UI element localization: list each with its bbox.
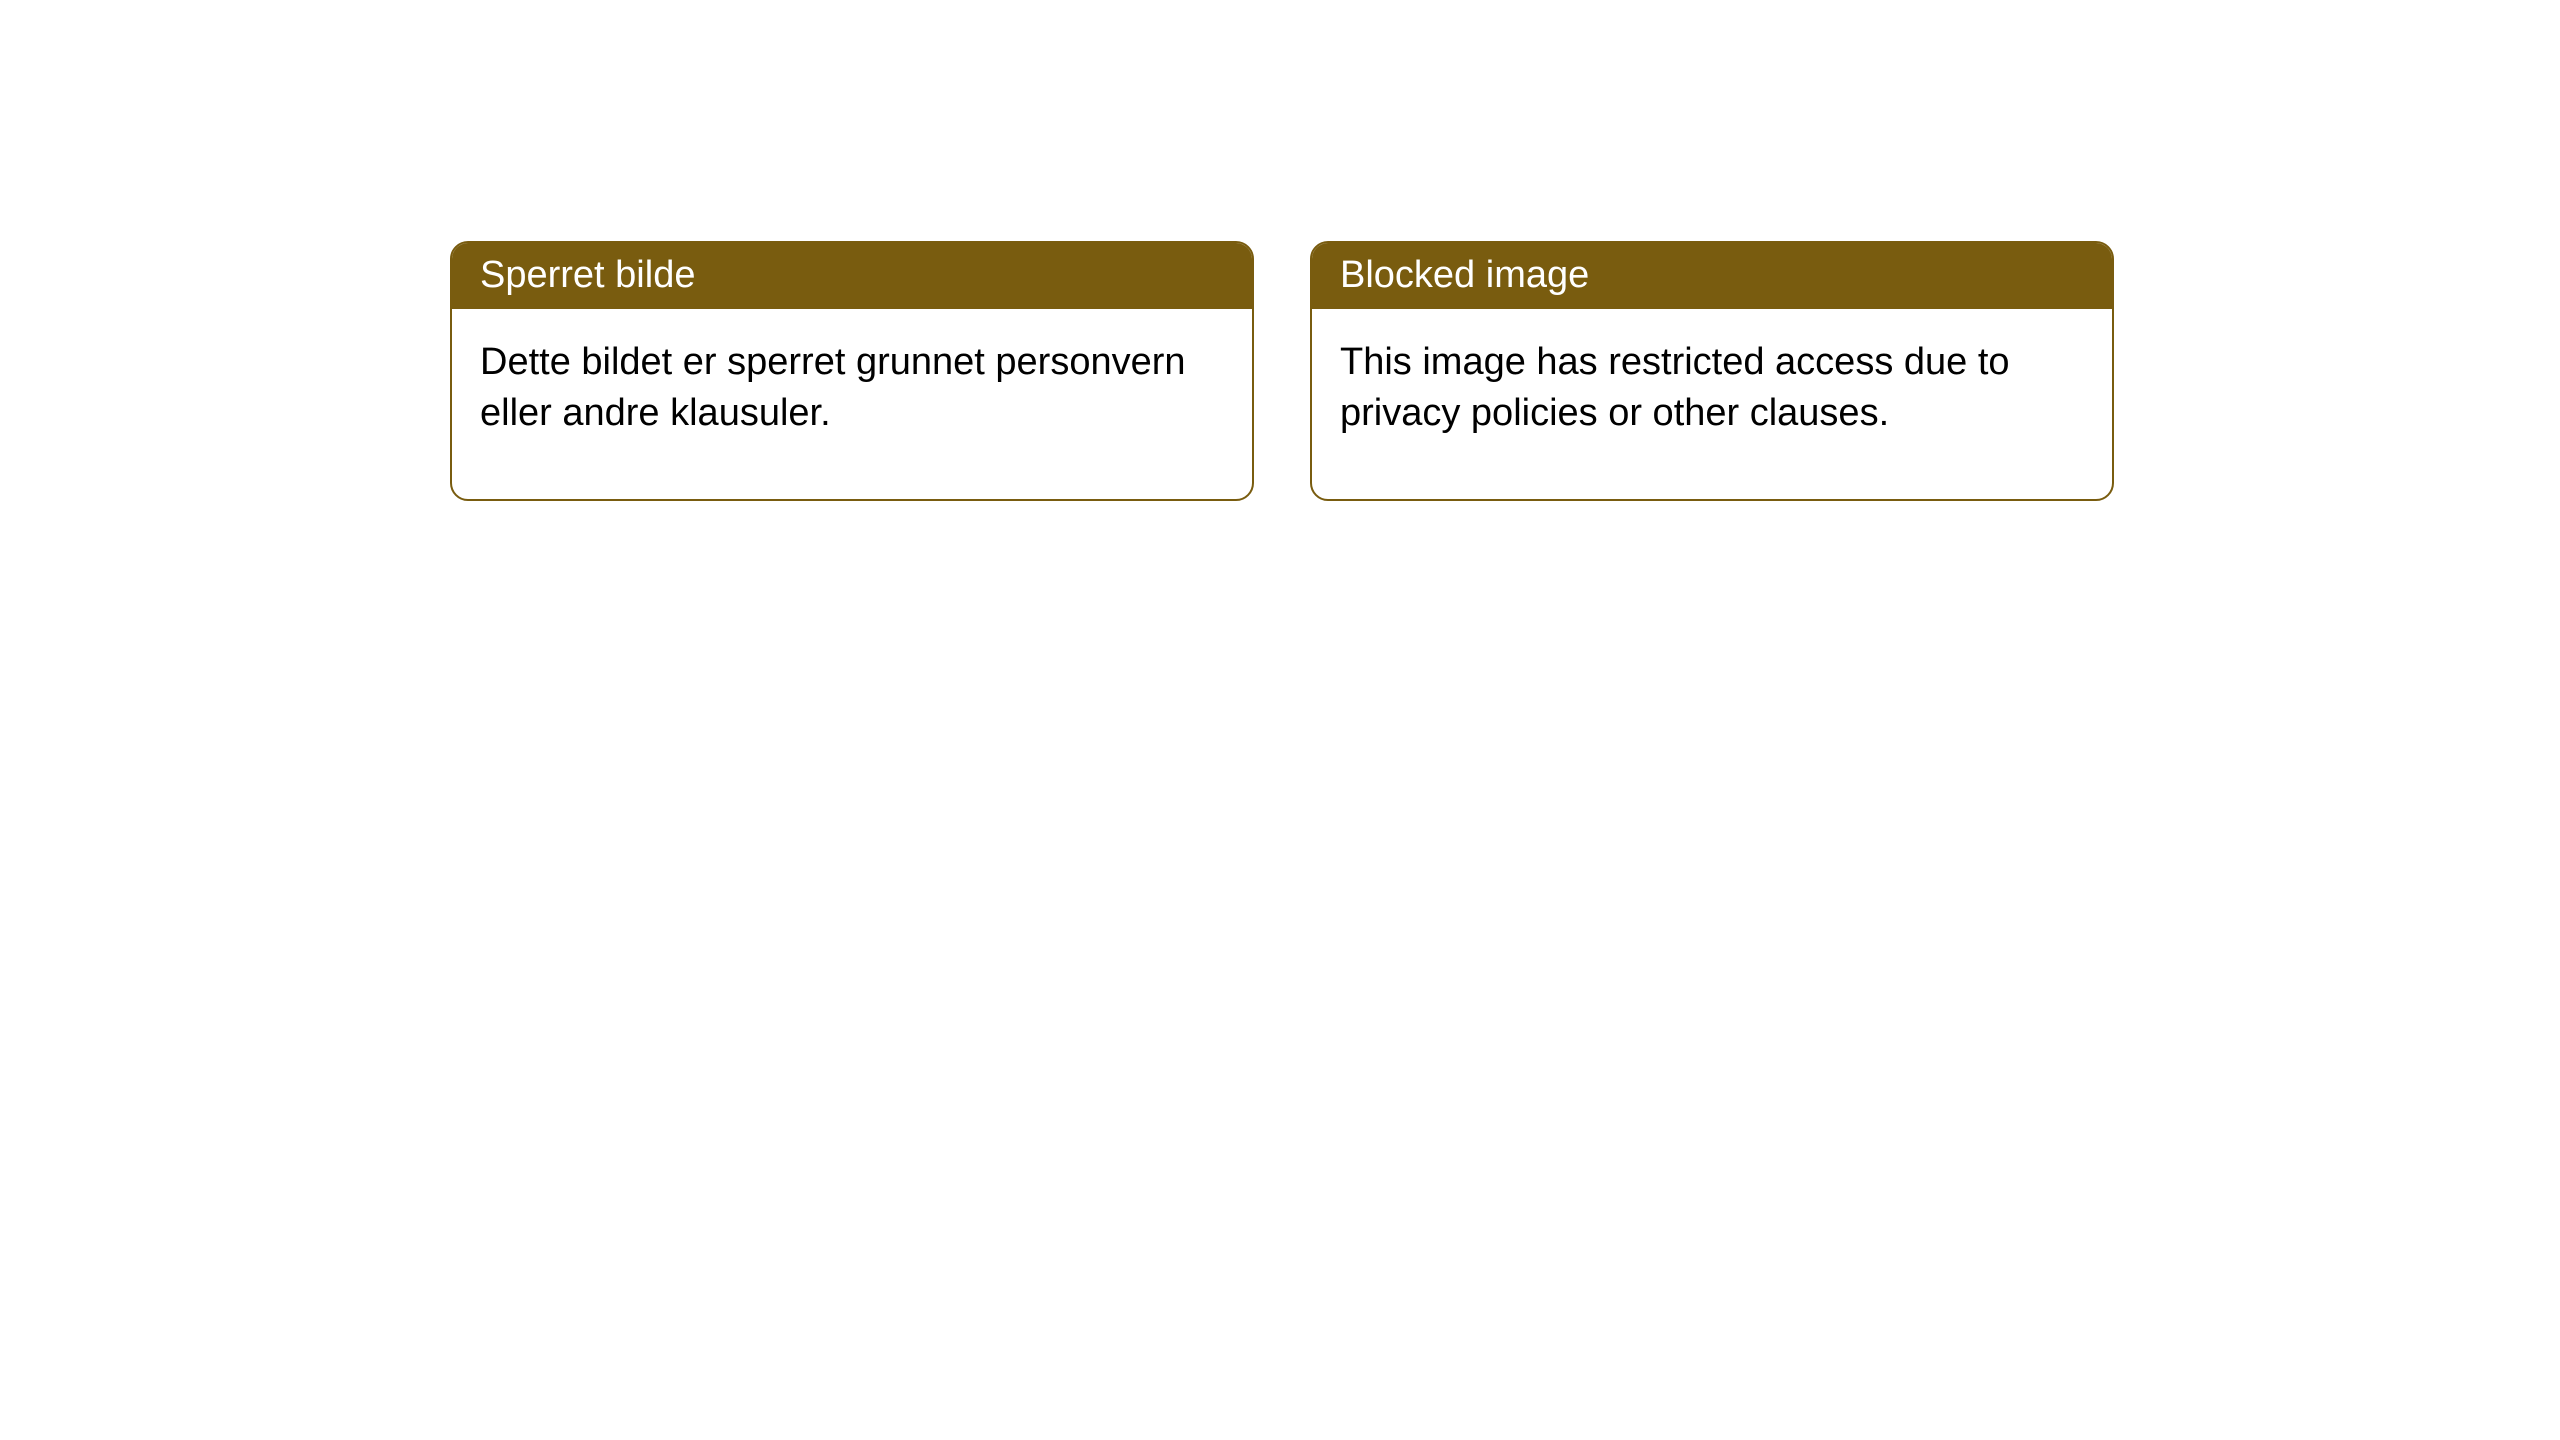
notice-card-body-en: This image has restricted access due to …: [1312, 309, 2112, 500]
notice-card-en: Blocked image This image has restricted …: [1310, 241, 2114, 501]
notice-card-body-no: Dette bildet er sperret grunnet personve…: [452, 309, 1252, 500]
notice-card-no: Sperret bilde Dette bildet er sperret gr…: [450, 241, 1254, 501]
notice-cards-container: Sperret bilde Dette bildet er sperret gr…: [450, 241, 2114, 501]
notice-card-header-en: Blocked image: [1312, 243, 2112, 309]
notice-card-header-no: Sperret bilde: [452, 243, 1252, 309]
